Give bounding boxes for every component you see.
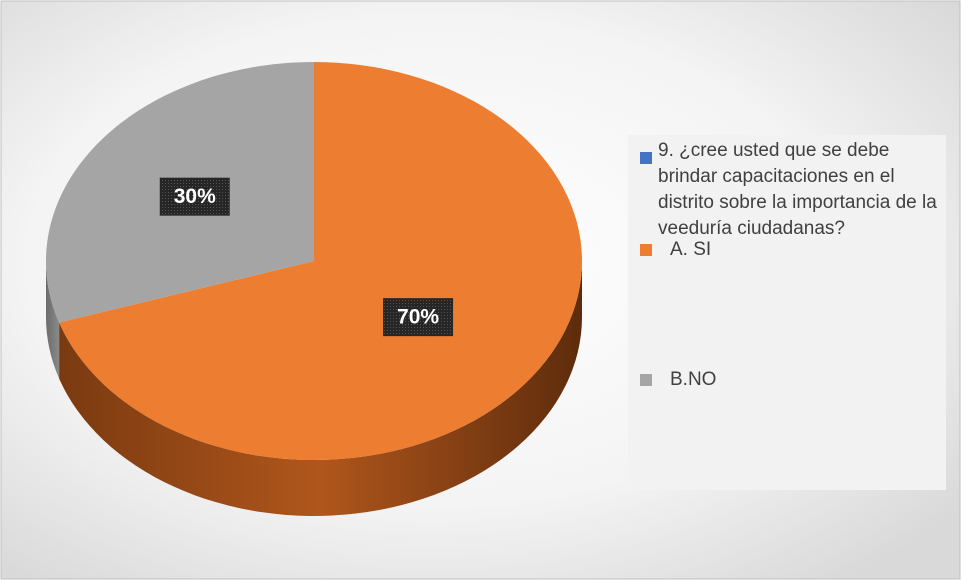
legend-marker xyxy=(640,374,652,386)
legend-series-name: 9. ¿cree usted que se debe brindar capac… xyxy=(658,140,937,239)
legend-series-marker xyxy=(640,152,652,164)
data-label-box xyxy=(159,177,230,216)
pie-side xyxy=(59,261,583,516)
pie-side xyxy=(46,261,60,379)
legend-label: B.NO xyxy=(670,369,717,390)
legend-label: A. SI xyxy=(670,239,712,260)
legend-marker xyxy=(640,244,652,256)
data-label: 30% xyxy=(174,185,216,208)
legend-box xyxy=(628,135,946,490)
data-label-box xyxy=(383,298,454,337)
pie-slice xyxy=(59,62,583,460)
data-label: 70% xyxy=(397,306,439,329)
